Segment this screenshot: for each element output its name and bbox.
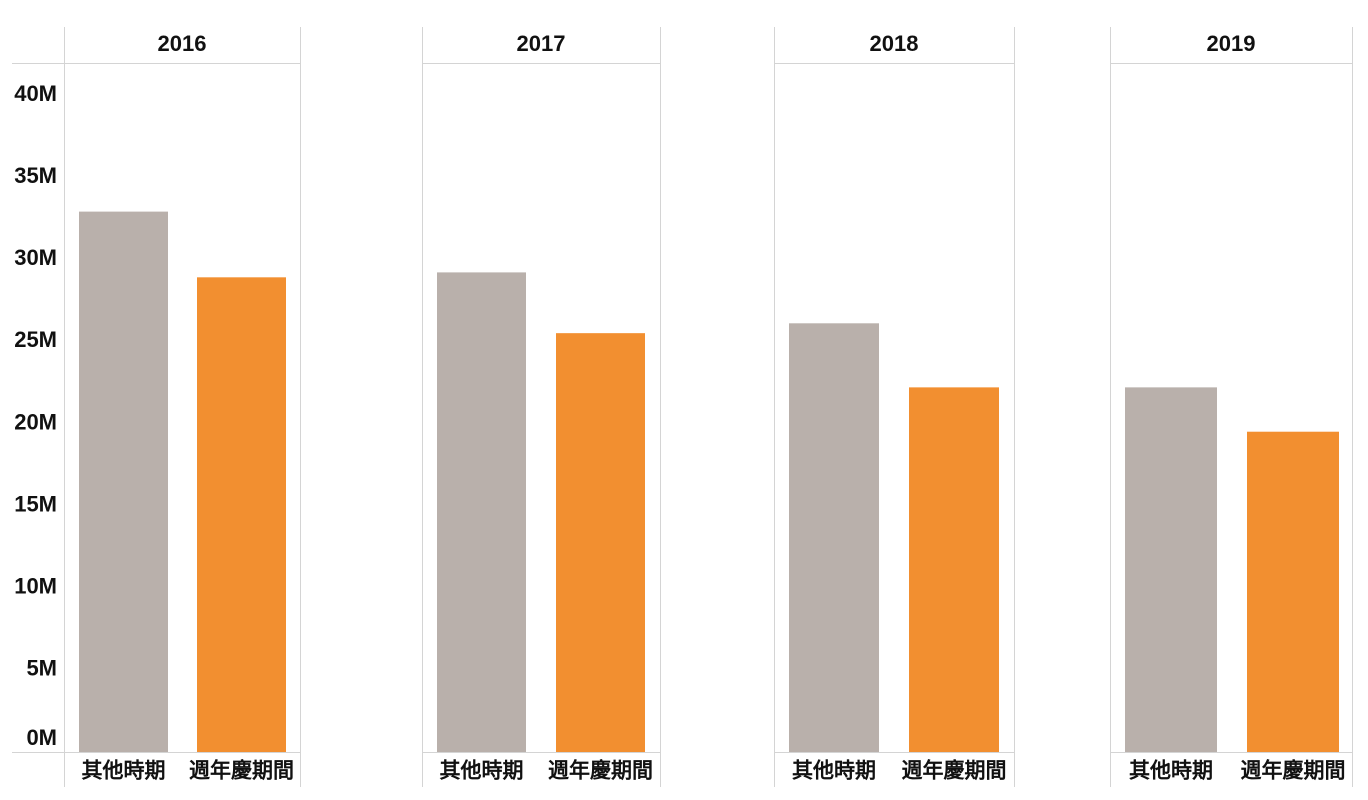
x-tick-label: 其他時期 — [440, 759, 524, 783]
bar-other-period — [437, 272, 526, 752]
y-tick-label: 15M — [14, 491, 57, 516]
y-tick-label: 30M — [14, 245, 57, 270]
x-tick-label: 週年慶期間 — [902, 759, 1007, 783]
x-tick-label: 週年慶期間 — [189, 759, 294, 783]
y-tick-label: 10M — [14, 574, 57, 599]
x-tick-label: 週年慶期間 — [548, 759, 653, 783]
bar-anniversary-period — [197, 277, 286, 752]
bar-anniversary-period — [556, 333, 645, 752]
x-tick-label: 週年慶期間 — [1241, 759, 1346, 783]
axes-layer — [12, 27, 1353, 787]
bar-anniversary-period — [1247, 431, 1339, 752]
panel-title-2017: 2017 — [517, 31, 566, 56]
bar-anniversary-period — [909, 387, 999, 752]
y-tick-label: 35M — [14, 163, 57, 188]
panel-title-2019: 2019 — [1207, 31, 1256, 56]
y-tick-label: 0M — [26, 725, 57, 750]
bars-layer — [79, 211, 1339, 752]
y-tick-label: 20M — [14, 409, 57, 434]
x-tick-label: 其他時期 — [792, 759, 876, 783]
bar-other-period — [789, 323, 879, 752]
y-tick-label: 40M — [14, 81, 57, 106]
panel-title-2016: 2016 — [158, 31, 207, 56]
y-tick-label: 25M — [14, 327, 57, 352]
x-tick-label: 其他時期 — [1129, 759, 1213, 783]
bar-other-period — [1125, 387, 1217, 752]
bar-other-period — [79, 211, 168, 752]
x-tick-label: 其他時期 — [82, 759, 166, 783]
y-tick-label: 5M — [26, 656, 57, 681]
panel-title-2018: 2018 — [870, 31, 919, 56]
